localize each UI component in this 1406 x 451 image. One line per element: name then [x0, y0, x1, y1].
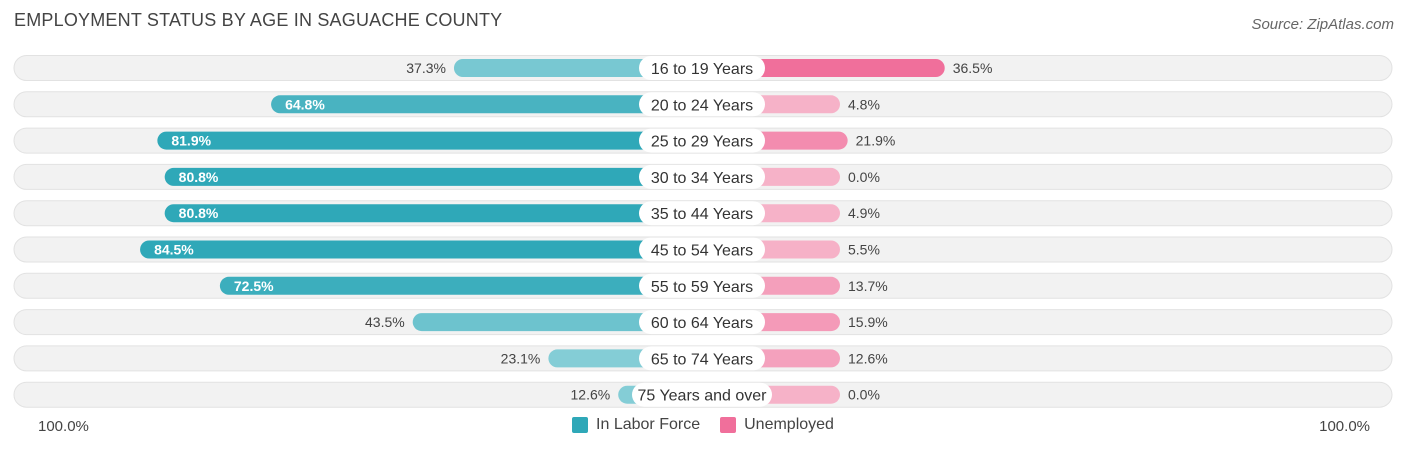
category-label: 35 to 44 Years	[651, 206, 753, 223]
labor-force-bar	[140, 240, 702, 259]
chart-title: EMPLOYMENT STATUS BY AGE IN SAGUACHE COU…	[14, 10, 503, 30]
labor-force-bar	[157, 131, 703, 150]
category-label: 20 to 24 Years	[651, 97, 753, 114]
category-label: 45 to 54 Years	[651, 243, 753, 260]
labor-force-bar	[219, 276, 702, 295]
legend: In Labor Force Unemployed	[0, 416, 1406, 434]
labor-force-value-label: 84.5%	[154, 242, 194, 258]
legend-swatch-labor-force	[572, 417, 589, 433]
labor-force-value-label: 43.5%	[365, 314, 405, 330]
unemployed-value-label: 13.7%	[848, 278, 888, 294]
unemployed-value-label: 21.9%	[856, 133, 896, 149]
category-pill	[639, 237, 765, 262]
labor-force-value-label: 81.9%	[171, 133, 211, 149]
unemployed-value-label: 36.5%	[953, 60, 993, 76]
unemployed-value-label: 12.6%	[848, 350, 888, 366]
category-label: 75 Years and over	[638, 388, 768, 405]
category-label: 65 to 74 Years	[651, 351, 753, 368]
labor-force-bar	[271, 95, 702, 114]
unemployed-value-label: 5.5%	[848, 242, 880, 258]
legend-item-unemployed: Unemployed	[720, 416, 834, 434]
category-pill	[639, 128, 765, 153]
labor-force-value-label: 72.5%	[234, 278, 274, 294]
category-pill	[639, 310, 765, 335]
category-label: 30 to 34 Years	[651, 170, 753, 187]
labor-force-bar	[164, 167, 702, 186]
legend-swatch-unemployed	[720, 417, 737, 433]
unemployed-value-label: 0.0%	[848, 387, 880, 403]
category-pill	[639, 56, 765, 80]
legend-item-labor-force: In Labor Force	[572, 416, 700, 434]
source-label: Source: ZipAtlas.com	[1251, 16, 1394, 33]
labor-force-value-label: 23.1%	[501, 350, 541, 366]
category-pill	[639, 201, 765, 226]
labor-force-value-label: 64.8%	[285, 96, 325, 112]
labor-force-value-label: 80.8%	[179, 169, 219, 185]
legend-label-labor-force: In Labor Force	[596, 416, 701, 433]
category-pill	[639, 92, 765, 117]
labor-force-bar	[412, 313, 702, 332]
axis-right-label: 100.0%	[1319, 418, 1370, 435]
labor-force-value-label: 12.6%	[571, 387, 611, 403]
category-label: 16 to 19 Years	[651, 61, 753, 78]
unemployed-value-label: 4.8%	[848, 96, 880, 112]
category-pill	[639, 273, 765, 298]
category-label: 55 to 59 Years	[651, 279, 753, 296]
category-pill	[639, 164, 765, 189]
category-pill	[639, 346, 765, 371]
labor-force-bar	[164, 204, 702, 223]
labor-force-value-label: 80.8%	[179, 205, 219, 221]
unemployed-value-label: 0.0%	[848, 169, 880, 185]
unemployed-value-label: 15.9%	[848, 314, 888, 330]
category-label: 60 to 64 Years	[651, 315, 753, 332]
unemployed-value-label: 4.9%	[848, 205, 880, 221]
category-pill	[632, 382, 772, 407]
axis-left-label: 100.0%	[38, 418, 89, 435]
legend-label-unemployed: Unemployed	[744, 416, 834, 433]
labor-force-value-label: 37.3%	[406, 60, 446, 76]
category-label: 25 to 29 Years	[651, 134, 753, 151]
